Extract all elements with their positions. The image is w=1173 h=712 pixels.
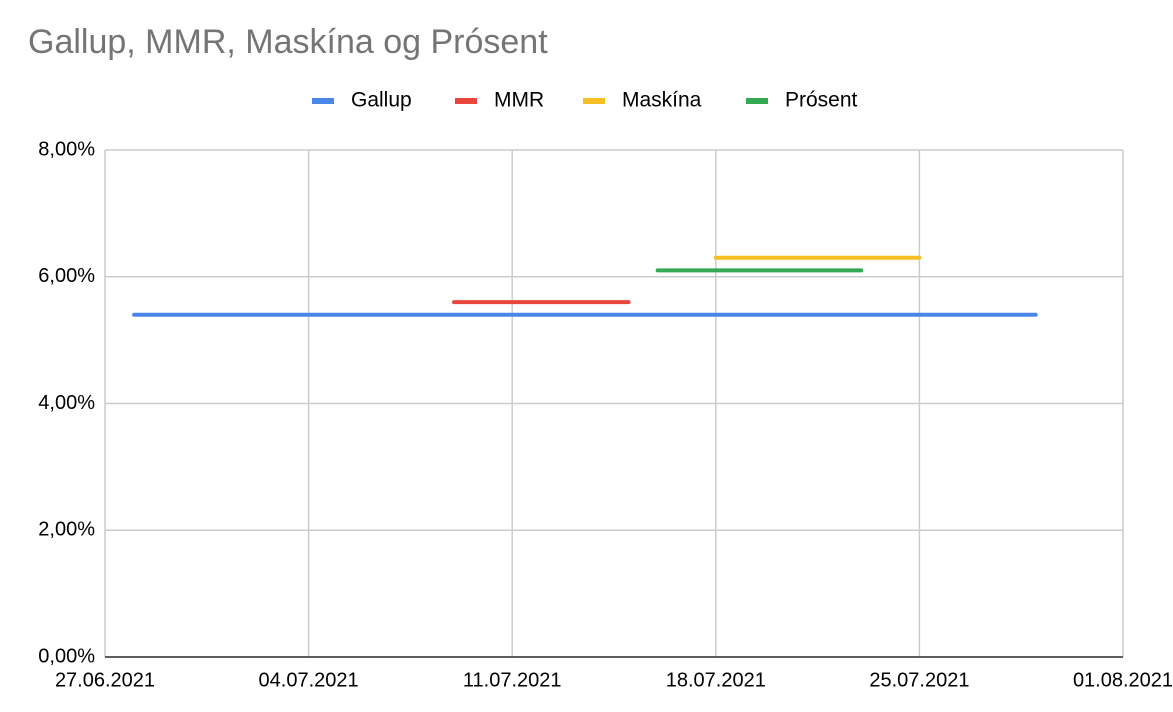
x-tick-label: 11.07.2021 — [463, 669, 562, 691]
y-tick-label: 4,00% — [38, 392, 95, 414]
y-tick-label: 0,00% — [38, 645, 95, 667]
legend-swatch — [455, 98, 477, 104]
y-tick-label: 2,00% — [38, 519, 95, 541]
legend-label: Prósent — [785, 89, 858, 112]
legend-label: Gallup — [351, 89, 412, 112]
x-tick-label: 04.07.2021 — [259, 669, 359, 691]
chart-title: Gallup, MMR, Maskína og Prósent — [28, 23, 548, 61]
legend-swatch — [312, 98, 334, 104]
y-tick-label: 6,00% — [38, 265, 95, 287]
legend-swatch — [746, 98, 768, 104]
x-tick-label: 01.08.2021 — [1073, 669, 1173, 691]
x-tick-label: 27.06.2021 — [55, 669, 155, 691]
x-tick-label: 25.07.2021 — [869, 669, 969, 691]
legend-label: Maskína — [622, 89, 702, 112]
legend-swatch — [583, 98, 605, 104]
x-tick-label: 18.07.2021 — [666, 669, 766, 691]
y-tick-label: 8,00% — [38, 138, 95, 160]
legend-label: MMR — [494, 89, 544, 112]
